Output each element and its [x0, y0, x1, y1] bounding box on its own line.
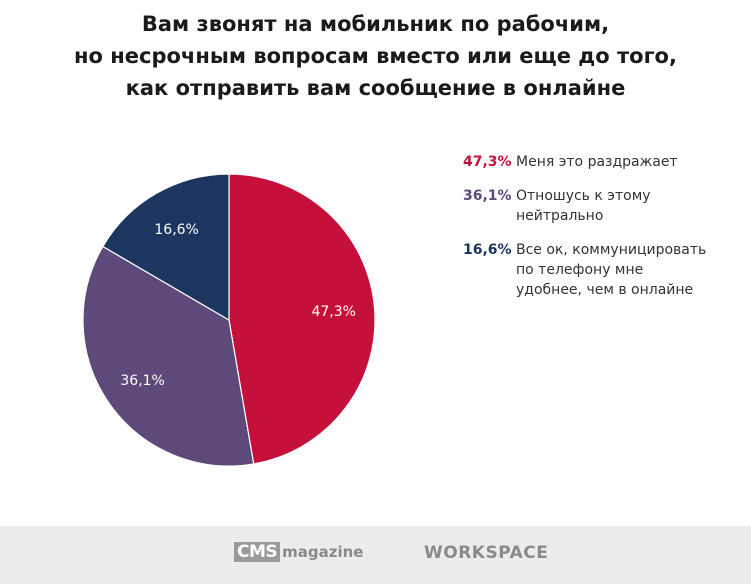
legend-percent: 47,3% — [463, 154, 512, 170]
pie-chart: 47,3% 36,1% 16,6% — [82, 173, 376, 467]
title-line: как отправить вам сообщение в онлайне — [125, 76, 626, 100]
legend-item: 36,1% Отношусь к этому нейтрально — [463, 186, 743, 226]
pie-slice — [228, 173, 376, 465]
legend: 47,3% Меня это раздражает 36,1% Отношусь… — [463, 152, 743, 314]
legend-item: 16,6% Все ок, коммуницировать по телефон… — [463, 240, 743, 300]
title-line: но несрочным вопросам вместо или еще до … — [74, 44, 677, 68]
legend-percent: 16,6% — [463, 242, 512, 258]
cms-logo-box: CMS — [234, 542, 281, 562]
legend-label: Отношусь к этому нейтрально — [516, 188, 651, 224]
cms-logo-text: magazine — [282, 543, 364, 561]
legend-percent: 36,1% — [463, 188, 512, 204]
slice-label: 36,1% — [120, 373, 164, 389]
legend-item: 47,3% Меня это раздражает — [463, 152, 743, 172]
pie-slice — [102, 173, 230, 322]
pie-slice — [82, 245, 255, 467]
slice-label: 16,6% — [154, 222, 198, 238]
workspace-logo: WORKSPACE — [424, 543, 549, 563]
cms-magazine-logo: CMS magazine — [234, 542, 363, 562]
legend-label: Меня это раздражает — [516, 154, 678, 170]
legend-label: Все ок, коммуницировать по телефону мне … — [516, 242, 707, 298]
slice-label: 47,3% — [311, 304, 355, 320]
footer: CMS magazine WORKSPACE — [0, 526, 751, 584]
title-line: Вам звонят на мобильник по рабочим, — [141, 12, 610, 36]
chart-title: Вам звонят на мобильник по рабочим, но н… — [0, 8, 751, 104]
